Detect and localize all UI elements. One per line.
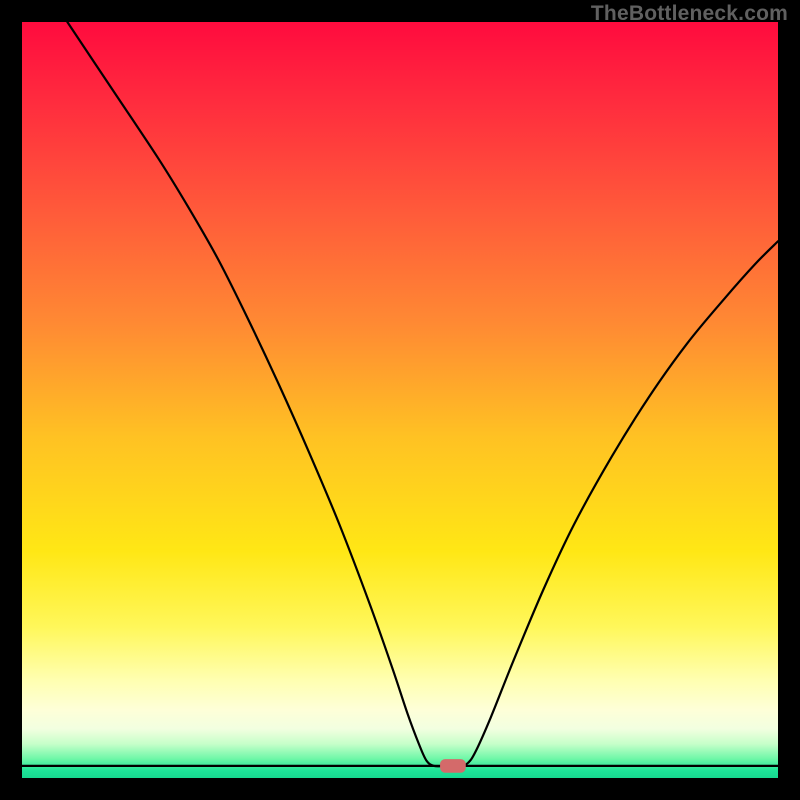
chart-background (22, 22, 778, 778)
min-marker (440, 759, 466, 773)
plot-area (22, 22, 778, 778)
chart-svg (22, 22, 778, 778)
chart-container: TheBottleneck.com (0, 0, 800, 800)
